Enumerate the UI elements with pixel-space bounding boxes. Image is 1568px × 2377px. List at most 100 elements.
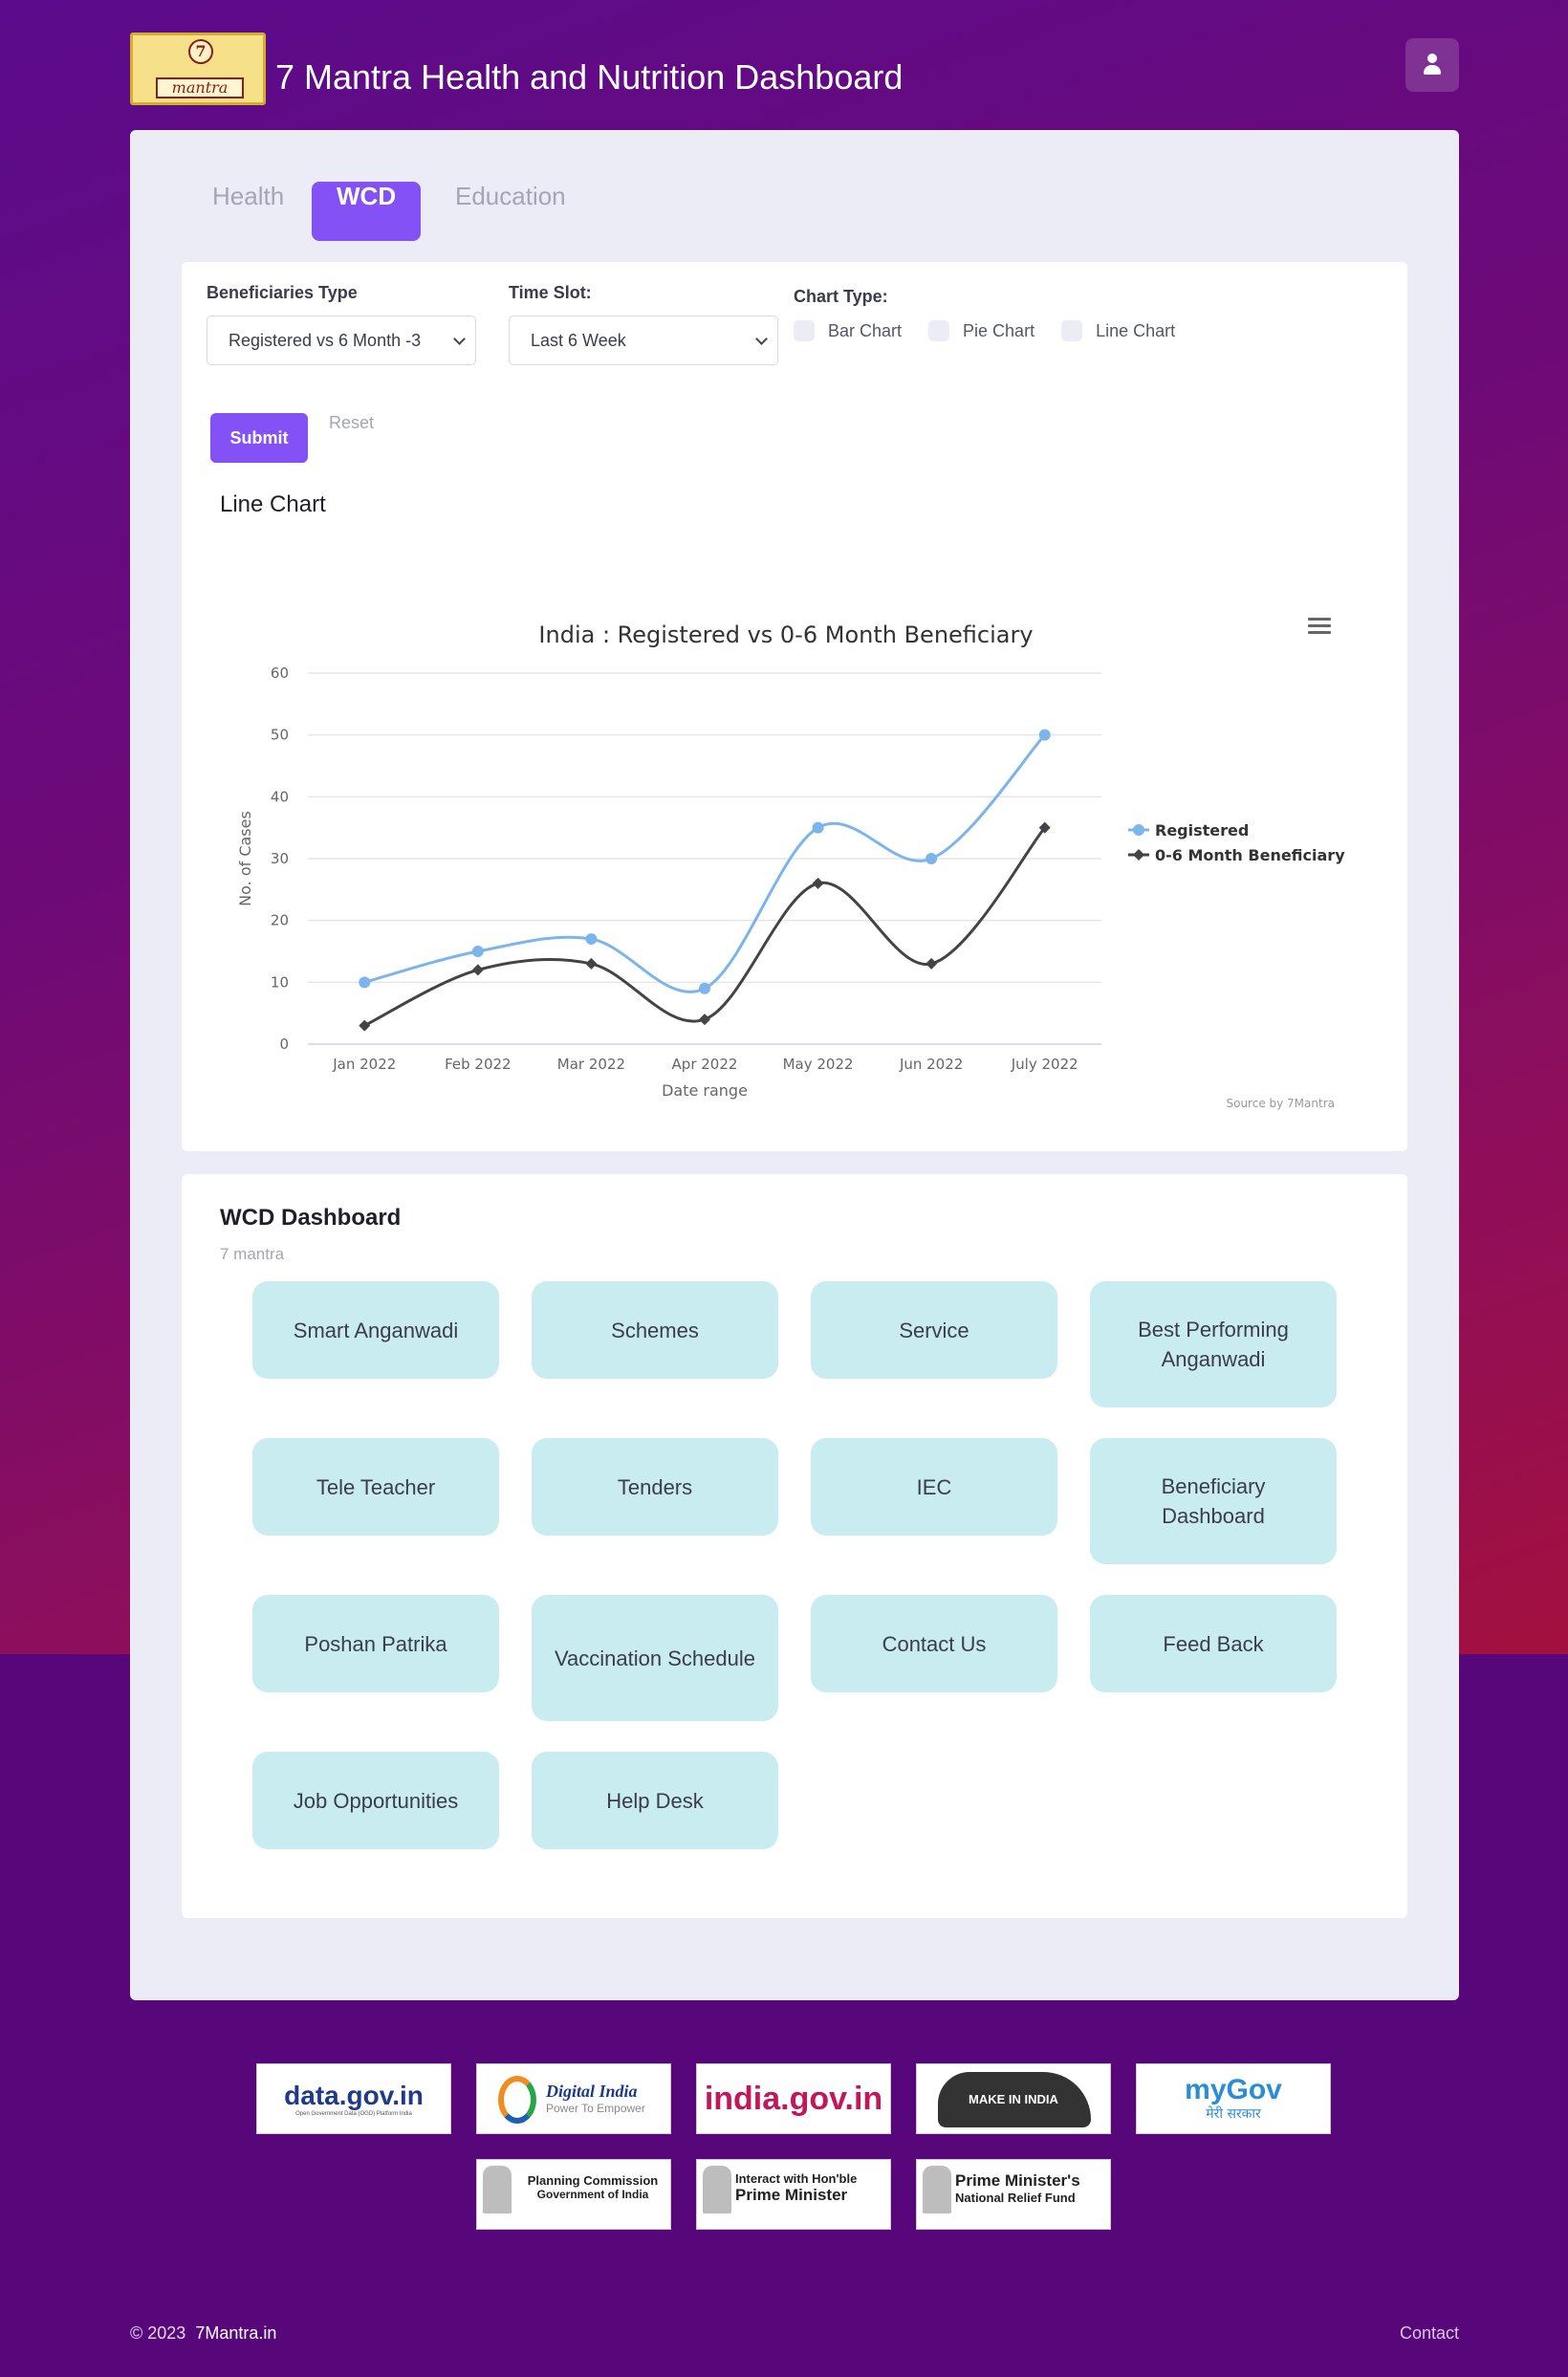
app-title: 7 Mantra Health and Nutrition Dashboard [275,57,904,97]
x-tick-label: Apr 2022 [672,1056,738,1073]
time-slot-select[interactable]: Last 6 Week [509,316,778,365]
tile-smart-anganwadi[interactable]: Smart Anganwadi [252,1281,499,1379]
chart-section-title: Line Chart [220,491,326,517]
time-slot-value: Last 6 Week [531,331,626,350]
tile-tele-teacher[interactable]: Tele Teacher [252,1438,499,1536]
pie-chart-label: Pie Chart [963,320,1035,340]
tab-wcd[interactable]: WCD [312,182,422,241]
x-tick-label: Feb 2022 [445,1056,512,1073]
logo-india-gov[interactable]: india.gov.in [696,2063,891,2134]
tile-schemes[interactable]: Schemes [532,1281,778,1379]
x-tick-label: Jan 2022 [332,1056,396,1073]
logo-digital-india[interactable]: Digital India Power To Empower [476,2063,671,2134]
data-point [926,853,938,864]
y-tick-label: 50 [271,727,289,744]
logo-data-gov[interactable]: data.gov.in Open Government Data (OGD) P… [256,2063,451,2134]
chart-menu-icon[interactable] [1308,618,1331,635]
data-point [585,957,598,970]
footer-brand-link[interactable]: 7Mantra.in [195,2323,277,2343]
line-chart-label: Line Chart [1096,320,1176,340]
y-tick-label: 60 [271,665,289,682]
tile-poshan-patrika[interactable]: Poshan Patrika [252,1595,499,1692]
logo-make-in-india[interactable]: MAKE IN INDIA [916,2063,1111,2134]
reset-button[interactable]: Reset [329,413,375,432]
data-point [471,946,484,957]
chevron-down-icon [453,333,466,345]
time-slot-label: Time Slot: [509,283,592,302]
submit-button[interactable]: Submit [210,413,308,463]
beneficiaries-type-select[interactable]: Registered vs 6 Month -3 [207,316,476,365]
legend-label: Registered [1155,821,1249,840]
logo-planning-text: Planning Commission [527,2173,659,2188]
logo-word: mantra [156,77,244,98]
legend-marker [1133,849,1144,861]
digital-india-swirl-icon [498,2076,536,2124]
series-line-0 [363,733,1046,993]
dashboard-title: WCD Dashboard [220,1205,402,1231]
line-chart: India : Registered vs 0-6 Month Benefici… [236,622,1345,1110]
footer-contact-link[interactable]: Contact [1399,2323,1459,2343]
tile-help-desk[interactable]: Help Desk [532,1752,778,1849]
tile-contact-us[interactable]: Contact Us [811,1595,1057,1692]
logo-interact-text: Interact with Hon'ble [735,2171,858,2186]
copyright-text: © 2023 [130,2323,186,2343]
chart-title: India : Registered vs 0-6 Month Benefici… [538,622,1033,648]
tile-iec[interactable]: IEC [811,1438,1057,1536]
x-tick-label: May 2022 [783,1056,854,1073]
tile-feed-back[interactable]: Feed Back [1090,1595,1337,1692]
legend-label: 0-6 Month Beneficiary [1155,846,1345,864]
brand-logo[interactable]: 7 mantra [130,33,266,105]
line-chart-checkbox[interactable] [1061,320,1083,341]
app-header: 7 mantra 7 Mantra Health and Nutrition D… [130,33,1459,109]
logo-interact-pm[interactable]: Interact with Hon'ble Prime Minister [696,2159,891,2230]
logo-pm-relief-sub: National Relief Fund [955,2191,1076,2205]
tab-health[interactable]: Health [212,182,285,210]
lion-icon [938,2072,1091,2127]
data-point [585,933,598,946]
logo-mygov[interactable]: myGov मेरी सरकार [1136,2063,1331,2134]
wcd-dashboard-panel: WCD Dashboard 7 mantra Smart Anganwadi S… [182,1174,1407,1918]
tile-tenders[interactable]: Tenders [532,1438,778,1536]
x-tick-label: Jun 2022 [899,1056,963,1073]
logo-data-gov-sub: Open Government Data (OGD) Platform Indi… [295,2111,412,2117]
logo-pm-relief-fund[interactable]: Prime Minister's National Relief Fund [916,2159,1111,2230]
data-point [812,821,824,834]
y-tick-label: 30 [271,850,289,867]
data-point [1038,729,1051,741]
emblem-icon [923,2166,951,2213]
dashboard-subtitle: 7 mantra [220,1245,285,1263]
logo-planning-commission[interactable]: Planning Commission Government of India [476,2159,671,2230]
logo-interact-sub: Prime Minister [735,2186,848,2204]
data-point [359,1019,371,1032]
y-tick-label: 10 [271,973,289,991]
bar-chart-label: Bar Chart [828,320,903,340]
data-point [359,976,371,989]
y-tick-label: 0 [279,1036,289,1053]
user-menu-button[interactable] [1405,38,1459,92]
logo-number: 7 [188,39,213,64]
tile-best-performing-anganwadi[interactable]: Best Performing Anganwadi [1090,1281,1337,1407]
x-axis-title: Date range [662,1081,748,1100]
logo-make-in-india-text: MAKE IN INDIA [969,2091,1058,2106]
pie-chart-checkbox[interactable] [928,320,950,341]
logo-mygov-text: myGov [1185,2073,1282,2105]
x-tick-label: July 2022 [1011,1056,1078,1073]
logo-digital-india-sub: Power To Empower [546,2102,645,2115]
y-tick-label: 20 [271,912,289,929]
logo-india-gov-text: india.gov.in [704,2080,883,2117]
y-axis-title: No. of Cases [236,811,254,906]
tile-vaccination-schedule[interactable]: Vaccination Schedule [532,1595,778,1721]
tile-job-opportunities[interactable]: Job Opportunities [252,1752,499,1849]
beneficiaries-type-value: Registered vs 6 Month -3 [229,331,422,350]
tile-service[interactable]: Service [811,1281,1057,1379]
emblem-icon [483,2166,512,2213]
data-point [926,957,938,970]
tab-education[interactable]: Education [455,182,566,210]
data-point [471,964,484,976]
logo-planning-sub: Government of India [536,2188,649,2201]
logo-data-gov-text: data.gov.in [284,2081,424,2110]
logo-mygov-sub: मेरी सरकार [1206,2105,1261,2122]
tile-beneficiary-dashboard[interactable]: Beneficiary Dashboard [1090,1438,1337,1564]
bar-chart-checkbox[interactable] [794,320,815,341]
x-tick-label: Mar 2022 [557,1056,625,1073]
